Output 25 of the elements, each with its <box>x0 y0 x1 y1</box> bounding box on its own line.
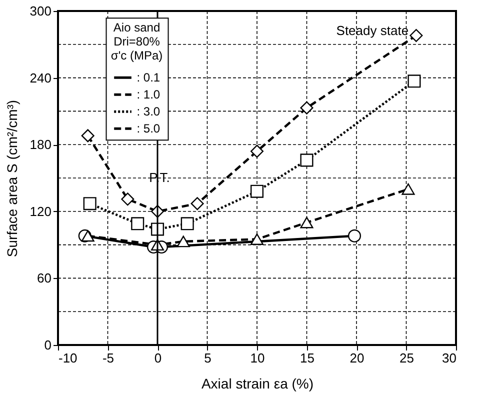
y-tick-label: 120 <box>30 204 52 219</box>
x-tick-label: 30 <box>442 350 456 366</box>
text: σ'c (MPa) <box>110 48 163 63</box>
y-tick-label: 300 <box>30 4 52 18</box>
x-tick-label: 10 <box>250 350 265 366</box>
annotation: Steady state <box>336 23 409 38</box>
legend-label: : 3.0 <box>136 104 160 119</box>
x-tick-label: -10 <box>58 350 78 366</box>
legend-label: : 1.0 <box>136 88 160 102</box>
x-tick-label: 25 <box>400 350 414 366</box>
y-tick-label: 180 <box>30 137 52 152</box>
x-tick-label: -5 <box>102 350 114 366</box>
x-tick-label: 15 <box>300 350 314 366</box>
y-tick-label: 240 <box>30 70 52 86</box>
y-tick-label: 0 <box>44 338 52 352</box>
x-tick-label: 5 <box>204 350 212 366</box>
legend-label: : 0.1 <box>136 70 160 85</box>
x-tick-label: 0 <box>154 350 162 366</box>
legend-label: : 5.0 <box>136 122 160 136</box>
y-axis-title: Surface area S (cm²/cm³) <box>4 100 20 258</box>
y-tick-label: 60 <box>37 270 52 286</box>
x-tick-label: 20 <box>350 350 364 366</box>
text: Dri=80% <box>114 34 160 49</box>
x-axis-title: Axial strain εa (%) <box>201 376 314 392</box>
text: Aio sand <box>113 20 160 35</box>
